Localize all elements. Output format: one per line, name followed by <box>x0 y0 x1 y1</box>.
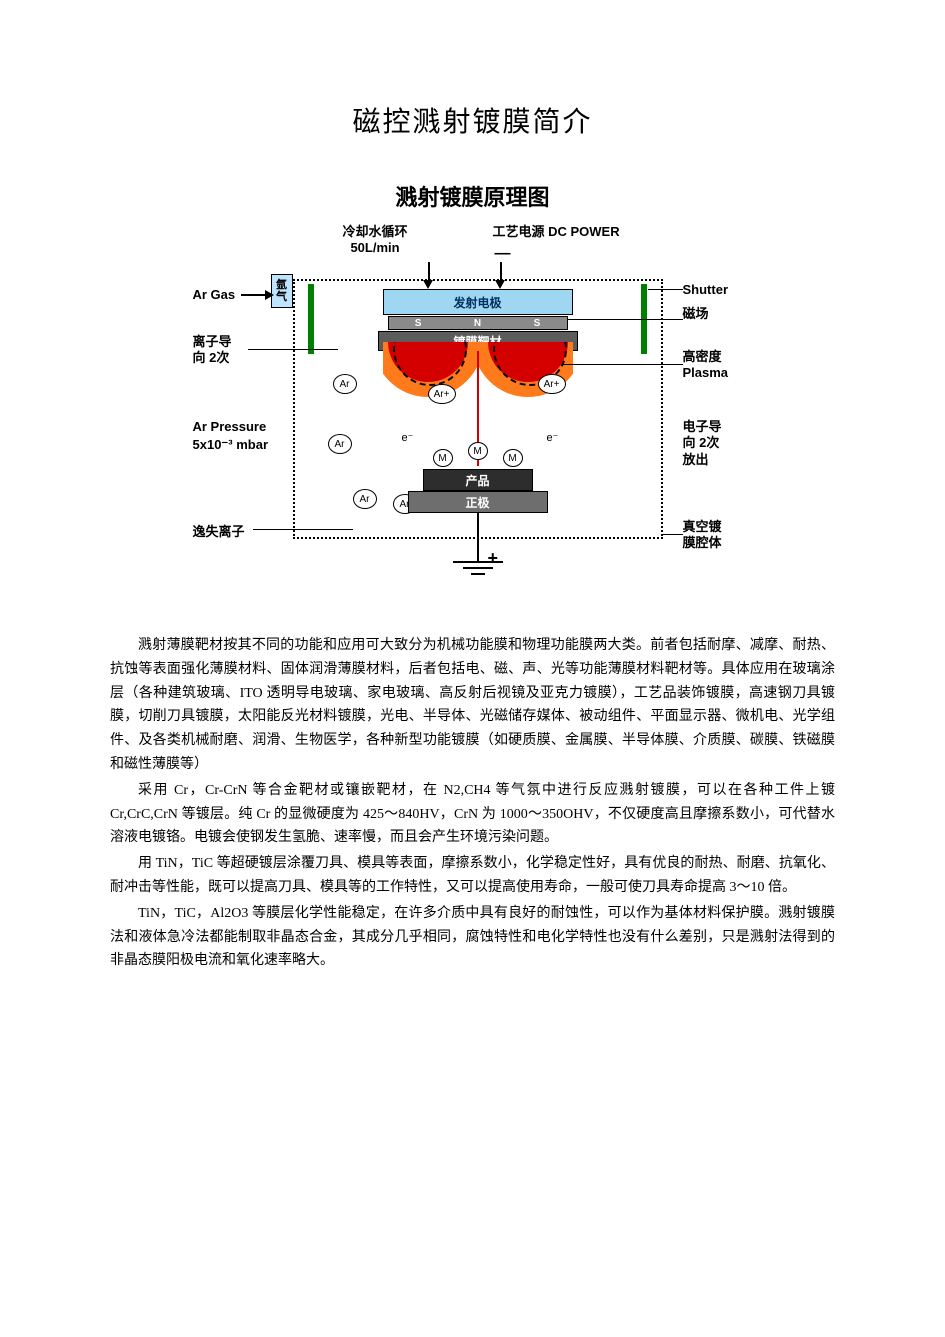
paragraph-2: 采用 Cr，Cr-CrN 等合金靶材或镶嵌靶材，在 N2,CH4 等气氛中进行反… <box>110 779 835 850</box>
particle-ar: Ar <box>328 434 352 454</box>
particle-e: e⁻ <box>398 429 418 445</box>
label-plasma: 高密度 Plasma <box>683 349 729 382</box>
paragraph-3: 用 TiN，TiC 等超硬镀层涂覆刀具、模具等表面，摩擦系数小，化学稳定性好，具… <box>110 852 835 900</box>
particle-ar: Ar <box>353 489 377 509</box>
leader-ion <box>248 349 338 350</box>
minus-sign: — <box>495 244 511 264</box>
leader-chamber <box>663 534 683 535</box>
particle-arp: Ar+ <box>538 374 566 394</box>
magnet-n: N <box>474 318 481 329</box>
diagram-container: 溅射镀膜原理图 冷却水循环 50L/min 工艺电源 DC POWER — Ar… <box>193 180 753 604</box>
label-shutter: Shutter <box>683 282 729 298</box>
paragraph-1: 溅射薄膜靶材按其不同的功能和应用可大致分为机械功能膜和物理功能膜两大类。前者包括… <box>110 634 835 777</box>
diagram-title: 溅射镀膜原理图 <box>193 180 753 212</box>
label-ar-pressure-val: 5x10⁻³ mbar <box>193 437 269 453</box>
emission-electrode: 发射电极 <box>383 289 573 315</box>
particle-arp: Ar+ <box>428 384 456 404</box>
substrate-block: 正极 <box>408 491 548 513</box>
label-vacuum-chamber: 真空镀 膜腔体 <box>683 519 722 552</box>
magnet-row: S N S <box>388 316 568 330</box>
label-lost-ion: 逸失离子 <box>193 524 245 540</box>
ground-wire <box>477 513 479 561</box>
particle-m: M <box>433 449 453 467</box>
leader-plasma <box>563 364 683 365</box>
label-cooling: 冷却水循环 50L/min <box>343 224 408 257</box>
label-magfield: 磁场 <box>683 306 709 322</box>
leader-shutter <box>648 289 683 290</box>
particle-e: e⁻ <box>543 429 563 445</box>
body-text: 溅射薄膜靶材按其不同的功能和应用可大致分为机械功能膜和物理功能膜两大类。前者包括… <box>110 634 835 973</box>
argon-box: 氩 气 <box>271 274 293 308</box>
product-block: 产品 <box>423 469 533 491</box>
leader-lost <box>253 529 353 530</box>
magnet-s: S <box>415 318 422 329</box>
particle-m: M <box>468 442 488 460</box>
magnet-s2: S <box>534 318 541 329</box>
ar-inlet-arrow-icon <box>265 290 274 300</box>
document-title: 磁控溅射镀膜简介 <box>110 100 835 140</box>
paragraph-4: TiN，TiC，Al2O3 等膜层化学性能稳定，在许多介质中具有良好的耐蚀性，可… <box>110 902 835 973</box>
sputtering-diagram: 冷却水循环 50L/min 工艺电源 DC POWER — Ar Gas 氩 气… <box>193 224 753 604</box>
shutter-left <box>308 284 314 354</box>
label-electron-guide: 电子导 向 2次 放出 <box>683 419 722 468</box>
ground-icon <box>453 561 503 581</box>
particle-m: M <box>503 449 523 467</box>
label-ar-pressure: Ar Pressure <box>193 419 267 435</box>
label-ar-gas: Ar Gas <box>193 287 236 303</box>
label-dc-power: 工艺电源 DC POWER <box>493 224 620 240</box>
label-ion-guide: 离子导 向 2次 <box>193 334 232 367</box>
particle-ar: Ar <box>333 374 357 394</box>
leader-mag <box>568 319 683 320</box>
